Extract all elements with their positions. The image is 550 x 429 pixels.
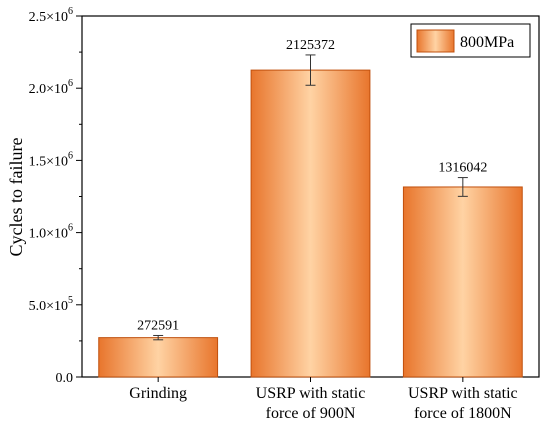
data-label: 272591 bbox=[137, 318, 179, 333]
y-tick-label: 1.5×106 bbox=[29, 150, 73, 169]
x-axis-category-labels: Grinding USRP with static force of 900N USR… bbox=[129, 377, 518, 422]
y-tick-mantissa: 1.0×10 bbox=[29, 227, 68, 242]
y-tick-mantissa: 5.0×10 bbox=[29, 299, 68, 314]
legend-swatch bbox=[416, 29, 455, 53]
x-category-label: Grinding bbox=[129, 385, 187, 402]
bar bbox=[402, 186, 523, 378]
y-tick-exponent: 6 bbox=[68, 223, 73, 234]
data-label: 1316042 bbox=[438, 161, 487, 176]
x-category-label: force of 900N bbox=[266, 405, 356, 422]
y-tick-label: 1.0×106 bbox=[29, 223, 73, 242]
x-category-label: USRP with static bbox=[256, 385, 366, 402]
y-tick-mantissa: 2.5×10 bbox=[29, 10, 68, 25]
y-tick-exponent: 5 bbox=[68, 295, 73, 306]
y-tick-mantissa: 2.0×10 bbox=[29, 82, 68, 97]
bar bbox=[98, 337, 219, 378]
bar bbox=[250, 69, 371, 378]
y-tick-exponent: 6 bbox=[68, 150, 73, 161]
y-tick-exponent: 6 bbox=[68, 78, 73, 89]
x-category-label: force of 1800N bbox=[414, 405, 512, 422]
y-tick-label: 5.0×105 bbox=[29, 295, 73, 314]
y-tick-mantissa: 0.0 bbox=[56, 371, 74, 386]
y-tick-label: 2.5×106 bbox=[29, 6, 73, 25]
data-label: 2125372 bbox=[286, 38, 335, 53]
y-tick-label: 0.0 bbox=[56, 371, 74, 386]
y-axis-title: Cycles to failure bbox=[6, 138, 26, 257]
x-category-label: USRP with static bbox=[408, 385, 518, 402]
y-tick-mantissa: 1.5×10 bbox=[29, 154, 68, 169]
y-tick-label: 2.0×106 bbox=[29, 78, 73, 97]
bars: 272591 2125372 1316042 bbox=[98, 38, 523, 378]
y-tick-exponent: 6 bbox=[68, 6, 73, 17]
legend-label: 800MPa bbox=[460, 34, 514, 51]
legend: 800MPa bbox=[410, 23, 531, 58]
